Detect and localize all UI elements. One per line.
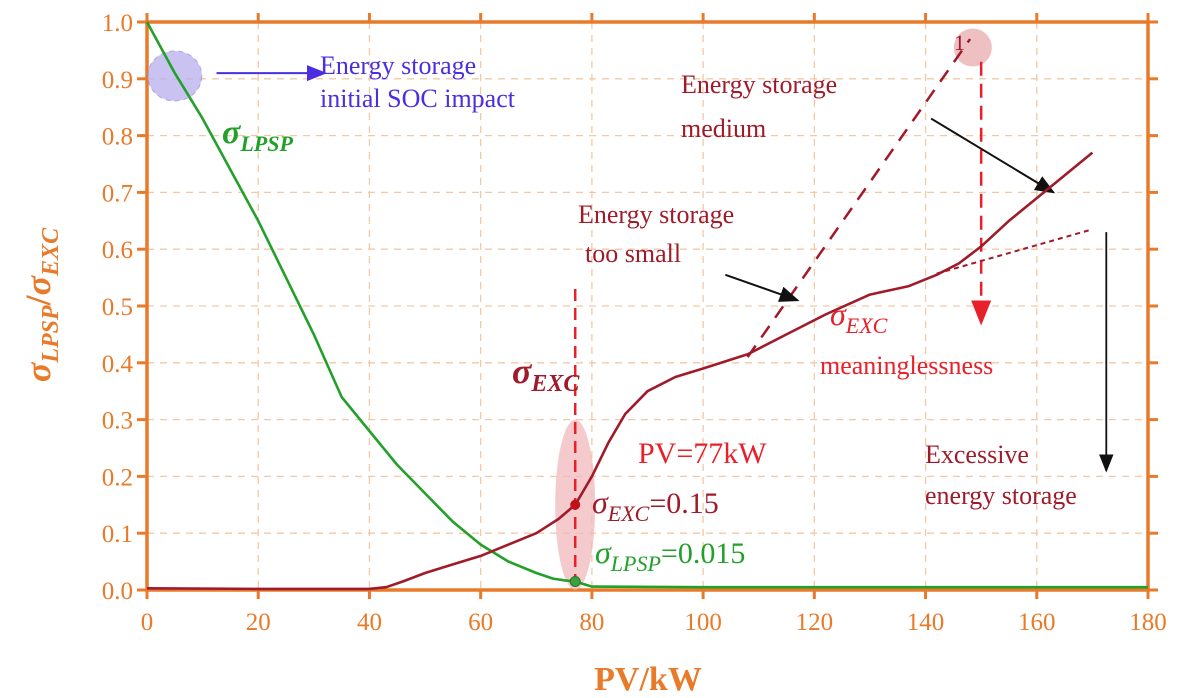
annotation-too-small: Energy storage too small bbox=[578, 200, 734, 268]
svg-text:σEXC: σEXC bbox=[830, 296, 888, 338]
series-line-exc bbox=[146, 151, 1094, 591]
svg-text:Energy storage: Energy storage bbox=[681, 70, 837, 99]
y-tick-label: 0.1 bbox=[102, 521, 133, 548]
y-tick-label: 0.0 bbox=[102, 578, 133, 605]
svg-text:initial SOC impact: initial SOC impact bbox=[320, 84, 516, 113]
svg-text:Energy storage: Energy storage bbox=[320, 51, 476, 80]
marker-1-circle bbox=[953, 28, 992, 67]
series-label-exc: σEXC bbox=[512, 351, 580, 397]
svg-text:medium: medium bbox=[681, 114, 766, 143]
x-tick-label: 160 bbox=[1018, 609, 1056, 636]
exc-point-marker bbox=[570, 499, 581, 510]
tick-labels: 0 20 40 60 80 100 120 140 160 180 0.0 0.1 0.2 0.3 0.4 0… bbox=[102, 10, 1167, 636]
medium-dashed-line bbox=[746, 38, 972, 358]
y-tick-label: 0.4 bbox=[102, 351, 134, 378]
svg-text:too small: too small bbox=[585, 239, 681, 268]
marker-1-label: 1 bbox=[954, 30, 965, 55]
y-axis-label: σLPSP/σEXC bbox=[18, 227, 64, 382]
soc-highlight-ellipse bbox=[147, 50, 203, 102]
x-tick-label: 80 bbox=[579, 609, 604, 636]
medium-arrow bbox=[930, 117, 1056, 194]
x-tick-label: 0 bbox=[141, 609, 154, 636]
x-axis-label: PV/kW bbox=[594, 661, 702, 698]
annotation-medium: Energy storage medium bbox=[681, 70, 837, 143]
annotation-soc: Energy storage initial SOC impact bbox=[320, 51, 516, 113]
svg-text:PV=77kW: PV=77kW bbox=[638, 437, 767, 470]
y-tick-label: 0.8 bbox=[102, 124, 133, 151]
y-tick-label: 0.7 bbox=[102, 180, 133, 207]
annotation-pv-point: PV=77kW σEXC=0.15 σLPSP=0.015 bbox=[592, 437, 767, 576]
svg-text:Excessive: Excessive bbox=[925, 440, 1029, 469]
too-small-arrow bbox=[725, 273, 800, 302]
svg-text:energy storage: energy storage bbox=[925, 481, 1077, 510]
series-lines bbox=[145, 21, 1148, 591]
x-tick-label: 60 bbox=[468, 609, 493, 636]
y-tick-label: 0.3 bbox=[102, 408, 133, 435]
x-tick-label: 40 bbox=[357, 609, 382, 636]
lpsp-point-marker bbox=[569, 575, 581, 587]
series-label-lpsp: σLPSP bbox=[222, 114, 293, 156]
x-tick-label: 120 bbox=[796, 609, 834, 636]
x-tick-label: 140 bbox=[907, 609, 945, 636]
extension-dotted-line bbox=[936, 228, 1093, 275]
x-tick-label: 180 bbox=[1129, 609, 1167, 636]
y-tick-label: 0.5 bbox=[102, 294, 133, 321]
y-tick-label: 0.2 bbox=[102, 464, 133, 491]
y-tick-label: 1.0 bbox=[102, 10, 133, 37]
annotation-excessive: Excessive energy storage bbox=[925, 440, 1077, 510]
svg-text:σEXC=0.15: σEXC=0.15 bbox=[592, 484, 719, 526]
x-tick-label: 20 bbox=[246, 609, 271, 636]
y-tick-label: 0.6 bbox=[102, 237, 133, 264]
axes bbox=[137, 13, 1158, 599]
y-tick-label: 0.9 bbox=[102, 67, 133, 94]
svg-text:σLPSP=0.015: σLPSP=0.015 bbox=[595, 534, 745, 576]
series-line-lpsp bbox=[145, 21, 1148, 589]
annotation-meaningless: σEXC meaninglessness bbox=[820, 296, 993, 380]
svg-text:meaninglessness: meaninglessness bbox=[820, 351, 993, 380]
x-tick-label: 100 bbox=[684, 609, 722, 636]
svg-text:Energy storage: Energy storage bbox=[578, 200, 734, 229]
